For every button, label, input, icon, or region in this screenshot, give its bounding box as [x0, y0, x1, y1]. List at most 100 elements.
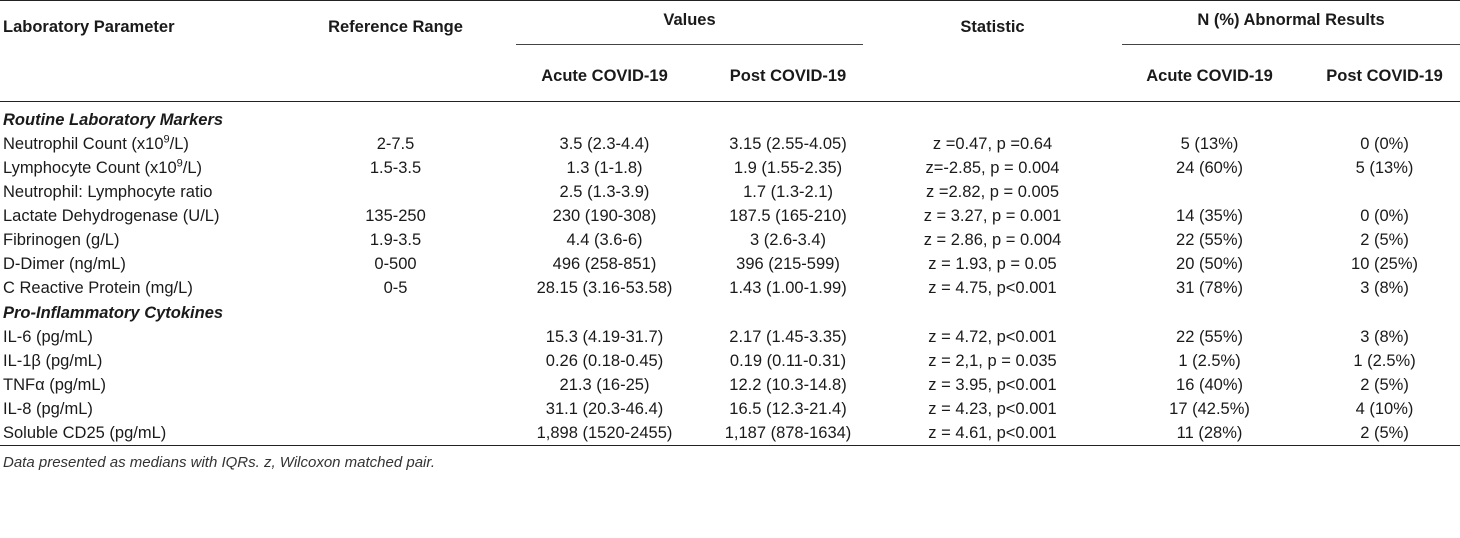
cell-abnormal-acute: 1 (2.5%)	[1178, 352, 1241, 370]
section-row: Pro-Inflammatory Cytokines	[0, 300, 1460, 325]
cell-reference-range: 2-7.5	[376, 135, 415, 153]
cell-parameter: IL-8 (pg/mL)	[0, 397, 283, 421]
parameter-name: IL-1β (pg/mL)	[3, 352, 103, 370]
cell-parameter: Neutrophil Count (x109/L)	[0, 132, 283, 156]
cell-statistic: z =2.82, p = 0.005	[926, 183, 1060, 201]
cell-abnormal-post: 10 (25%)	[1351, 255, 1418, 273]
table-row: IL-8 (pg/mL) 31.1 (20.3-46.4) 16.5 (12.3-2…	[0, 397, 1460, 421]
header-parameter: Laboratory Parameter	[3, 18, 175, 36]
cell-abnormal-post: 2 (5%)	[1360, 376, 1409, 394]
section-title: Pro-Inflammatory Cytokines	[3, 303, 224, 322]
cell-statistic: z = 4.23, p<0.001	[928, 400, 1057, 418]
cell-parameter: TNFα (pg/mL)	[0, 373, 283, 397]
header-abnormal-group: N (%) Abnormal Results	[1110, 1, 1460, 52]
cell-abnormal-acute: 14 (35%)	[1176, 207, 1243, 225]
cell-acute-value: 3.5 (2.3-4.4)	[559, 135, 650, 153]
cell-acute-value: 1,898 (1520-2455)	[536, 424, 673, 442]
table-row: C Reactive Protein (mg/L) 0-5 28.15 (3.16-…	[0, 276, 1460, 300]
cell-acute-value: 0.26 (0.18-0.45)	[545, 352, 664, 370]
cell-abnormal-acute: 16 (40%)	[1176, 376, 1243, 394]
cell-abnormal-acute: 11 (28%)	[1176, 424, 1243, 442]
cell-parameter: IL-1β (pg/mL)	[0, 349, 283, 373]
cell-parameter: C Reactive Protein (mg/L)	[0, 276, 283, 300]
cell-statistic: z = 1.93, p = 0.05	[928, 255, 1057, 273]
header-post-values: Post COVID-19	[729, 66, 847, 85]
cell-abnormal-post: 0 (0%)	[1360, 207, 1409, 225]
parameter-name: Lymphocyte Count (x10	[3, 159, 177, 177]
table-row: IL-1β (pg/mL) 0.26 (0.18-0.45) 0.19 (0.11-…	[0, 349, 1460, 373]
cell-reference-range	[283, 373, 508, 397]
cell-acute-value: 496 (258-851)	[552, 255, 657, 273]
parameter-superscript: 9	[176, 157, 183, 170]
cell-abnormal-acute: 17 (42.5%)	[1169, 400, 1250, 418]
header-post-abnormal: Post COVID-19	[1326, 66, 1443, 85]
cell-abnormal-post	[1309, 180, 1460, 204]
header-statistic: Statistic	[960, 18, 1025, 36]
cell-reference-range	[283, 397, 508, 421]
cell-parameter: Lactate Dehydrogenase (U/L)	[0, 204, 283, 228]
cell-acute-value: 230 (190-308)	[552, 207, 657, 225]
cell-abnormal-post: 0 (0%)	[1360, 135, 1409, 153]
parameter-name: IL-6 (pg/mL)	[3, 328, 93, 346]
cell-post-value: 1.7 (1.3-2.1)	[743, 183, 833, 201]
cell-reference-range	[283, 180, 508, 204]
cell-statistic: z = 4.61, p<0.001	[928, 424, 1057, 442]
cell-statistic: z = 3.27, p = 0.001	[923, 207, 1062, 225]
parameter-unit-tail: /L)	[182, 159, 203, 177]
cell-post-value: 3.15 (2.55-4.05)	[729, 135, 847, 153]
cell-abnormal-acute: 5 (13%)	[1180, 135, 1239, 153]
cell-reference-range	[283, 349, 508, 373]
table-header: Laboratory Parameter Reference Range Val…	[0, 0, 1460, 102]
cell-acute-value: 21.3 (16-25)	[559, 376, 650, 394]
cell-acute-value: 28.15 (3.16-53.58)	[536, 279, 673, 297]
cell-reference-range	[283, 325, 508, 349]
cell-statistic: z = 3.95, p<0.001	[928, 376, 1057, 394]
cell-abnormal-acute: 22 (55%)	[1176, 328, 1243, 346]
cell-reference-range	[283, 421, 508, 446]
cell-abnormal-acute: 31 (78%)	[1176, 279, 1243, 297]
table-footnote: Data presented as medians with IQRs. z, …	[3, 454, 435, 471]
cell-post-value: 396 (215-599)	[736, 255, 840, 273]
cell-post-value: 0.19 (0.11-0.31)	[729, 352, 847, 370]
cell-post-value: 16.5 (12.3-21.4)	[729, 400, 847, 418]
cell-abnormal-post: 5 (13%)	[1355, 159, 1414, 177]
cell-post-value: 3 (2.6-3.4)	[749, 231, 827, 249]
cell-reference-range: 1.5-3.5	[369, 159, 422, 177]
cell-abnormal-post: 2 (5%)	[1360, 424, 1409, 442]
parameter-name: Soluble CD25 (pg/mL)	[3, 424, 167, 442]
table-row: Lymphocyte Count (x109/L) 1.5-3.5 1.3 (1-1…	[0, 156, 1460, 180]
cell-post-value: 2.17 (1.45-3.35)	[729, 328, 847, 346]
cell-abnormal-post: 2 (5%)	[1360, 231, 1409, 249]
cell-parameter: Soluble CD25 (pg/mL)	[0, 421, 283, 446]
cell-reference-range: 1.9-3.5	[369, 231, 422, 249]
cell-statistic: z =0.47, p =0.64	[932, 135, 1053, 153]
cell-statistic: z=-2.85, p = 0.004	[925, 159, 1060, 177]
header-reference-range: Reference Range	[328, 18, 463, 36]
table-row: Neutrophil Count (x109/L) 2-7.5 3.5 (2.3-4…	[0, 132, 1460, 156]
cell-acute-value: 2.5 (1.3-3.9)	[559, 183, 650, 201]
cell-statistic: z = 2.86, p = 0.004	[923, 231, 1062, 249]
header-acute-values: Acute COVID-19	[541, 66, 668, 85]
table-row: TNFα (pg/mL) 21.3 (16-25) 12.2 (10.3-14.8)…	[0, 373, 1460, 397]
table-row: Neutrophil: Lymphocyte ratio 2.5 (1.3-3.9…	[0, 180, 1460, 204]
cell-reference-range: 0-5	[383, 279, 408, 297]
cell-post-value: 12.2 (10.3-14.8)	[729, 376, 847, 394]
cell-acute-value: 15.3 (4.19-31.7)	[545, 328, 664, 346]
parameter-name: IL-8 (pg/mL)	[3, 400, 93, 418]
table-row: D-Dimer (ng/mL) 0-500 496 (258-851) 396 (21…	[0, 252, 1460, 276]
cell-abnormal-post: 3 (8%)	[1360, 328, 1409, 346]
cell-abnormal-post: 4 (10%)	[1355, 400, 1414, 418]
parameter-name: Fibrinogen (g/L)	[3, 231, 120, 249]
parameter-superscript: 9	[163, 133, 170, 146]
section-title: Routine Laboratory Markers	[3, 110, 224, 129]
cell-reference-range: 0-500	[374, 255, 417, 273]
parameter-name: Lactate Dehydrogenase (U/L)	[3, 207, 220, 225]
table-row: Lactate Dehydrogenase (U/L) 135-250 230 (1…	[0, 204, 1460, 228]
cell-parameter: Lymphocyte Count (x109/L)	[0, 156, 283, 180]
cell-acute-value: 4.4 (3.6-6)	[566, 231, 643, 249]
cell-reference-range: 135-250	[365, 207, 426, 225]
table-row: Fibrinogen (g/L) 1.9-3.5 4.4 (3.6-6) 3 (2.6…	[0, 228, 1460, 252]
cell-statistic: z = 4.75, p<0.001	[928, 279, 1057, 297]
cell-statistic: z = 4.72, p<0.001	[928, 328, 1057, 346]
parameter-unit-tail: /L)	[169, 135, 189, 153]
